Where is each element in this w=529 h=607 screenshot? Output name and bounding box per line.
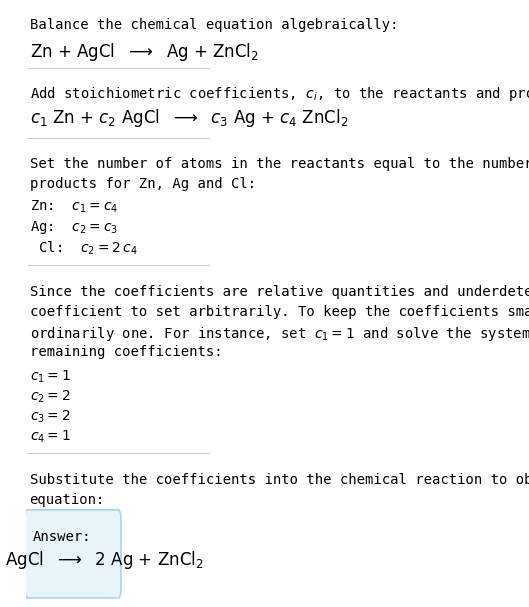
Text: Substitute the coefficients into the chemical reaction to obtain the balanced: Substitute the coefficients into the che…: [30, 473, 529, 487]
Text: Zn + AgCl  $\longrightarrow$  Ag + ZnCl$_2$: Zn + AgCl $\longrightarrow$ Ag + ZnCl$_2…: [30, 41, 259, 63]
Text: products for Zn, Ag and Cl:: products for Zn, Ag and Cl:: [30, 177, 256, 191]
Text: equation:: equation:: [30, 493, 105, 507]
Text: $c_3 = 2$: $c_3 = 2$: [30, 409, 70, 425]
Text: Since the coefficients are relative quantities and underdetermined, choose a: Since the coefficients are relative quan…: [30, 285, 529, 299]
FancyBboxPatch shape: [25, 510, 121, 598]
Text: Cl:  $c_2 = 2\,c_4$: Cl: $c_2 = 2\,c_4$: [30, 239, 137, 257]
Text: Zn + 2 AgCl  $\longrightarrow$  2 Ag + ZnCl$_2$: Zn + 2 AgCl $\longrightarrow$ 2 Ag + ZnC…: [0, 549, 203, 571]
Text: $c_1 = 1$: $c_1 = 1$: [30, 368, 70, 385]
Text: Zn:  $c_1 = c_4$: Zn: $c_1 = c_4$: [30, 199, 118, 215]
Text: remaining coefficients:: remaining coefficients:: [30, 345, 222, 359]
Text: Set the number of atoms in the reactants equal to the number of atoms in the: Set the number of atoms in the reactants…: [30, 157, 529, 171]
Text: coefficient to set arbitrarily. To keep the coefficients small, the arbitrary va: coefficient to set arbitrarily. To keep …: [30, 305, 529, 319]
Text: Add stoichiometric coefficients, $c_i$, to the reactants and products:: Add stoichiometric coefficients, $c_i$, …: [30, 85, 529, 103]
Text: $c_2 = 2$: $c_2 = 2$: [30, 388, 70, 405]
Text: $c_1$ Zn + $c_2$ AgCl  $\longrightarrow$  $c_3$ Ag + $c_4$ ZnCl$_2$: $c_1$ Zn + $c_2$ AgCl $\longrightarrow$ …: [30, 107, 348, 129]
Text: Answer:: Answer:: [32, 530, 91, 544]
Text: Ag:  $c_2 = c_3$: Ag: $c_2 = c_3$: [30, 219, 117, 236]
Text: $c_4 = 1$: $c_4 = 1$: [30, 429, 70, 445]
Text: ordinarily one. For instance, set $c_1 = 1$ and solve the system of equations fo: ordinarily one. For instance, set $c_1 =…: [30, 325, 529, 344]
Text: Balance the chemical equation algebraically:: Balance the chemical equation algebraica…: [30, 18, 398, 32]
